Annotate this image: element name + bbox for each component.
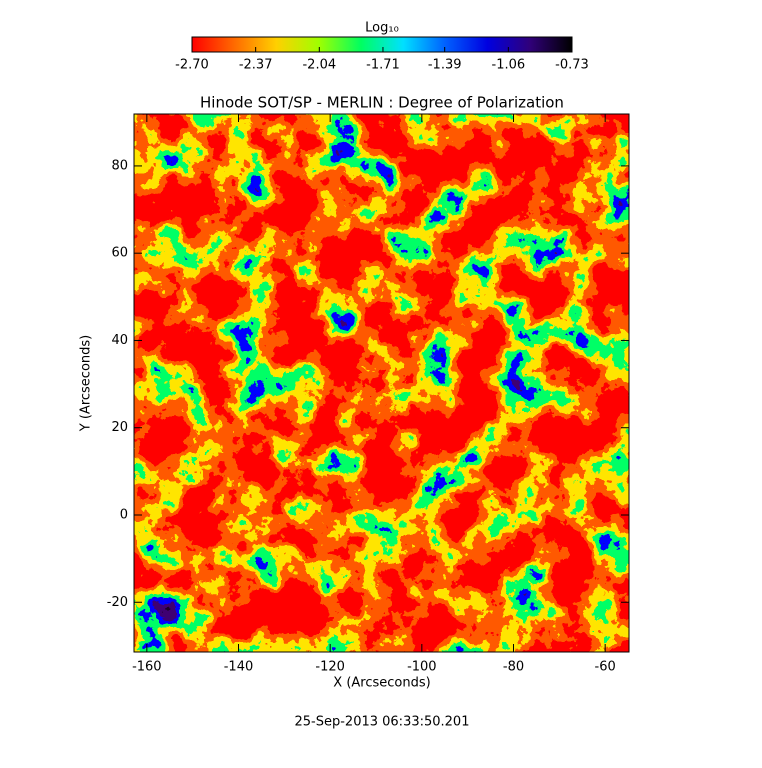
colorbar-tick-label: -2.70: [175, 58, 209, 73]
x-axis-label: X (Arcseconds): [333, 676, 430, 691]
colorbar-tick-label: -1.71: [366, 58, 400, 73]
y-tick-label: -20: [107, 595, 128, 610]
y-tick-label: 0: [120, 507, 128, 522]
x-tick-label: -140: [224, 660, 254, 675]
colorbar-tick-label: -2.37: [239, 58, 273, 73]
y-tick-label: 20: [111, 420, 128, 435]
date-label: 25-Sep-2013 06:33:50.201: [295, 715, 470, 730]
colorbar: [191, 36, 573, 53]
y-tick-label: 60: [111, 246, 128, 261]
x-tick-label: -120: [315, 660, 345, 675]
x-tick-label: -160: [132, 660, 162, 675]
chart-title: Hinode SOT/SP - MERLIN : Degree of Polar…: [200, 94, 564, 112]
y-tick-label: 40: [111, 333, 128, 348]
x-tick-label: -100: [407, 660, 437, 675]
plot-frame: [133, 113, 630, 653]
x-tick-label: -60: [595, 660, 616, 675]
colorbar-tick-label: -1.06: [492, 58, 526, 73]
colorbar-label: Log₁₀: [365, 21, 399, 36]
y-axis-label: Y (Arcseconds): [79, 335, 94, 432]
colorbar-tick-label: -2.04: [302, 58, 336, 73]
y-tick-label: 80: [111, 158, 128, 173]
polarization-map: [134, 114, 629, 652]
colorbar-tick-label: -1.39: [428, 58, 462, 73]
colorbar-tick-label: -0.73: [555, 58, 589, 73]
x-tick-label: -80: [503, 660, 524, 675]
